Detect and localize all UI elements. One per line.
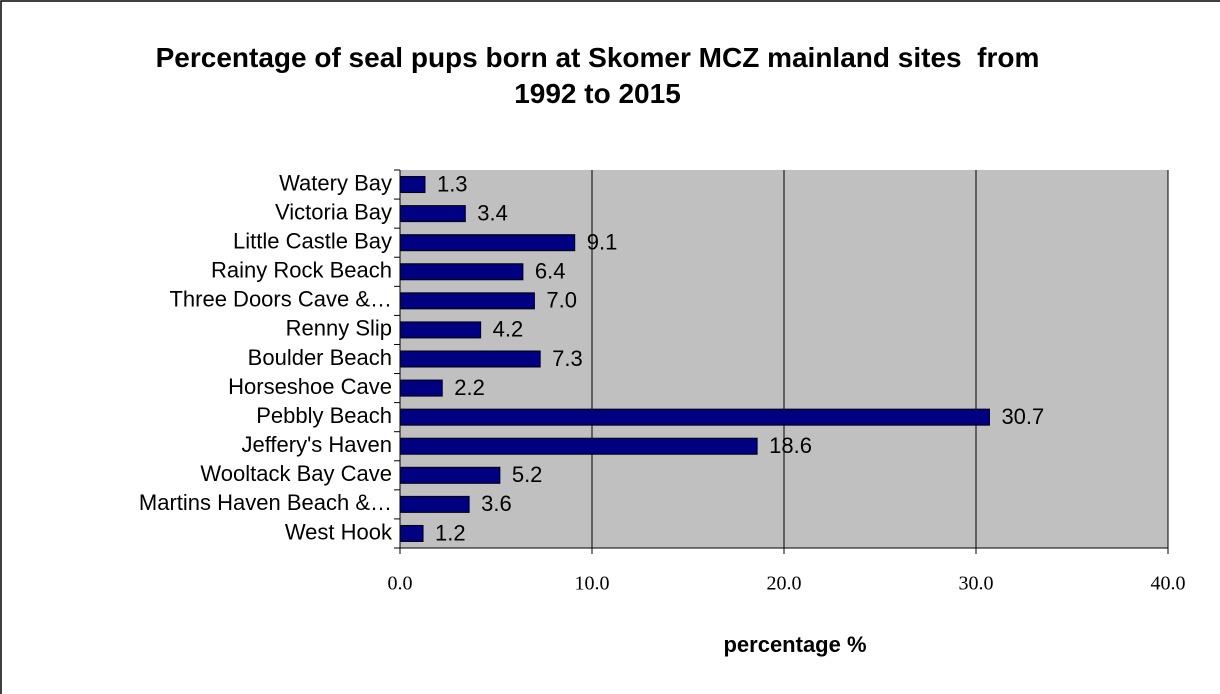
y-tick-label: Boulder Beach [248,345,392,370]
value-label: 7.0 [546,288,577,313]
value-label: 1.3 [437,171,468,196]
bar [399,205,466,223]
y-tick-label: Wooltack Bay Cave [200,461,392,486]
bar [399,263,524,281]
x-tick-label: 20.0 [767,573,802,595]
value-label: 3.6 [481,491,512,516]
y-tick-label: Horseshoe Cave [228,374,392,399]
bar [399,350,541,368]
x-tick-label: 0.0 [388,573,413,595]
x-tick-label: 40.0 [1151,573,1186,595]
bar [399,524,424,542]
y-tick-label: Pebbly Beach [256,403,392,428]
bar [399,379,443,397]
chart-title: Percentage of seal pups born at Skomer M… [155,42,1048,109]
value-label: 7.3 [552,346,583,371]
value-label: 2.2 [454,375,485,400]
value-label: 18.6 [769,433,812,458]
value-label: 5.2 [512,462,543,487]
value-label: 9.1 [587,230,618,255]
bar [399,234,576,252]
y-tick-label: Martins Haven Beach &… [139,490,392,515]
x-tick-label: 10.0 [575,573,610,595]
y-tick-label: Three Doors Cave &… [169,287,392,312]
bar [399,321,482,339]
bar [399,176,426,194]
y-tick-label: Renny Slip [286,316,392,341]
bar [399,408,990,426]
value-label: 1.2 [435,520,466,545]
bar [399,292,535,310]
y-tick-label: Little Castle Bay [233,229,392,254]
y-tick-label: Watery Bay [279,170,392,195]
x-axis-label: percentage % [723,632,866,657]
y-tick-label: Jeffery's Haven [241,432,392,457]
bar [399,495,470,513]
value-label: 3.4 [477,200,508,225]
bar [399,437,758,455]
y-tick-label: Victoria Bay [275,199,392,224]
y-tick-label: West Hook [285,519,393,544]
y-tick-label: Rainy Rock Beach [211,258,392,283]
value-label: 30.7 [1001,404,1044,429]
value-label: 6.4 [535,259,566,284]
x-tick-label: 30.0 [959,573,994,595]
value-label: 4.2 [493,317,524,342]
bar [399,466,501,484]
